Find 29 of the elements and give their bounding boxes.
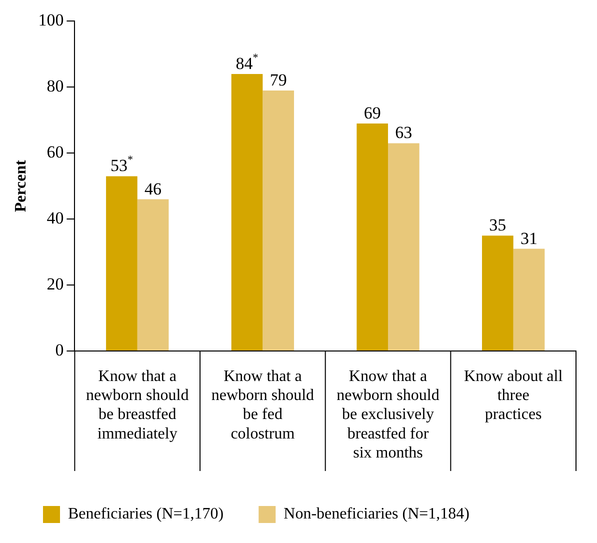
y-tick-label: 100 xyxy=(38,10,64,30)
bar xyxy=(388,143,420,350)
bar xyxy=(231,74,263,350)
x-tick-label: Know that a newborn should be exclusively breastfed for six months xyxy=(336,368,440,462)
data-label: 84* xyxy=(236,52,258,73)
bar xyxy=(356,123,388,350)
bar xyxy=(262,90,294,350)
data-label: 31 xyxy=(520,228,538,248)
y-tick-label: 80 xyxy=(46,76,64,96)
x-tick-label: Know that a newborn should be fed colostrum xyxy=(211,368,314,442)
data-label: 63 xyxy=(395,123,412,142)
y-tick-label: 60 xyxy=(46,142,64,162)
y-tick-label: 40 xyxy=(46,208,64,228)
legend-label: Non-beneficiaries (N=1,184) xyxy=(284,506,470,523)
bar xyxy=(137,199,169,350)
x-tick-label: Know about all three practices xyxy=(464,368,564,424)
y-axis-title: Percent xyxy=(12,159,30,212)
data-label: 69 xyxy=(364,103,381,122)
bar xyxy=(482,236,514,350)
data-label: 79 xyxy=(270,70,287,90)
y-tick-label: 0 xyxy=(55,340,64,360)
data-label: 35 xyxy=(489,216,506,235)
bar xyxy=(106,176,138,350)
legend-label: Beneficiaries (N=1,170) xyxy=(68,506,224,523)
x-tick-label: Know that a newborn should be breastfed immediately xyxy=(86,368,189,442)
data-label: 46 xyxy=(144,179,162,198)
y-tick-label: 20 xyxy=(46,274,64,294)
bar xyxy=(513,248,545,350)
data-label: 53* xyxy=(110,154,133,176)
